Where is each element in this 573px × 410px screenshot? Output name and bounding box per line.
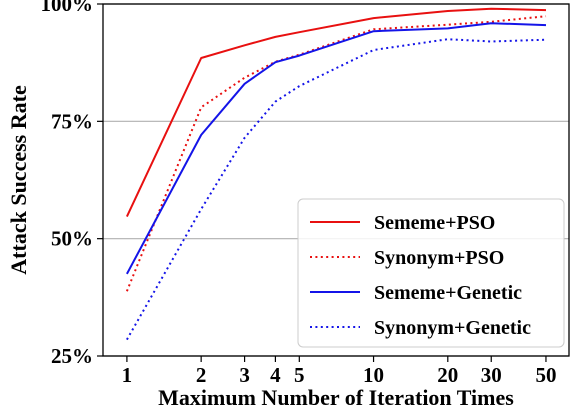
y-tick-label: 75% (51, 109, 93, 133)
series-line-synonym-genetic (126, 38, 547, 341)
y-axis-title: Attack Success Rate (6, 85, 31, 275)
series-line-synonym-pso (125, 15, 547, 292)
x-tick-label: 20 (437, 363, 458, 387)
x-tick-label: 5 (294, 363, 305, 387)
x-axis-title: Maximum Number of Iteration Times (158, 385, 514, 410)
x-tick-label: 4 (270, 363, 281, 387)
x-axis-ticks: 1 2 3 4 5 10 20 30 50 (122, 356, 556, 387)
legend-box (297, 198, 565, 348)
x-tick-label: 3 (239, 363, 250, 387)
legend-label-sememe-pso: Sememe+PSO (374, 212, 495, 234)
x-tick-label: 2 (196, 363, 207, 387)
plot-frame (102, 3, 570, 357)
legend: Sememe+PSO Synonym+PSO Sememe+Genetic Synon… (297, 198, 565, 348)
x-tick-label: 50 (535, 363, 556, 387)
legend-label-sememe-genetic: Sememe+Genetic (374, 282, 522, 304)
x-tick-label: 1 (122, 363, 133, 387)
legend-label-synonym-pso: Synonym+PSO (374, 247, 504, 269)
x-tick-label: 30 (481, 363, 502, 387)
series-line-sememe-genetic (126, 22, 547, 275)
y-tick-label: 25% (51, 344, 93, 368)
series-line-sememe-pso (125, 7, 547, 218)
y-axis-ticks: 25% 50% 75% 100% (41, 0, 103, 368)
legend-label-synonym-genetic: Synonym+Genetic (374, 317, 531, 339)
series-lines (125, 7, 547, 341)
x-tick-label: 10 (363, 363, 384, 387)
y-tick-label: 100% (41, 0, 94, 16)
y-tick-label: 50% (51, 227, 93, 251)
